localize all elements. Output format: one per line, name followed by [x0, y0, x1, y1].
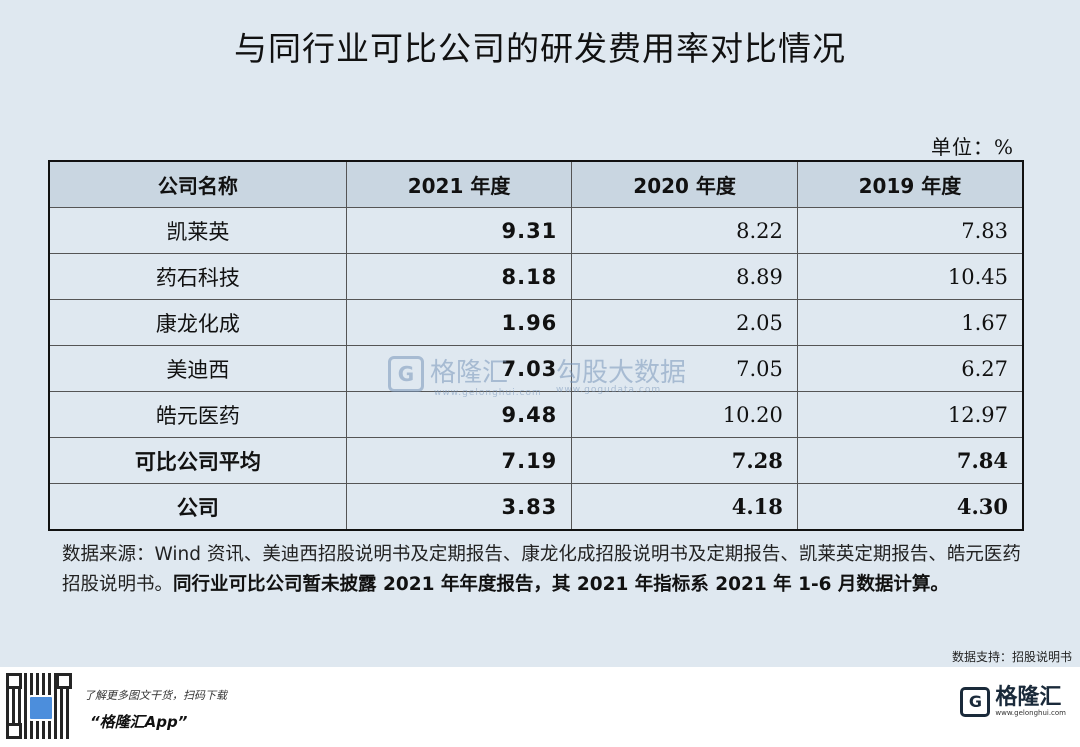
header-company: 公司名称	[48, 160, 347, 208]
brand-logo: G 格隆汇 www.gelonghui.com	[960, 687, 1066, 717]
value-2019: 7.83	[796, 207, 1024, 254]
gelonghui-logo-icon: G	[960, 687, 991, 717]
watermark: G 格隆汇 www.gelonghui.com 勾股大数据 www.gogudat…	[388, 352, 686, 398]
company-name: 药石科技	[48, 253, 347, 300]
company-name: 凯莱英	[48, 207, 347, 254]
value-2019: 12.97	[796, 391, 1024, 438]
company-name: 可比公司平均	[48, 437, 347, 484]
table-row: 药石科技 8.18 8.89 10.45	[48, 253, 1024, 300]
value-2021: 3.83	[345, 483, 573, 531]
value-2019: 1.67	[796, 299, 1024, 346]
value-2019: 4.30	[796, 483, 1024, 531]
promo-line-1: 了解更多图文干货，扫码下载	[84, 689, 227, 702]
value-2021: 7.03	[345, 345, 573, 392]
watermark-secondary: 勾股大数据 www.gogudata.com	[556, 352, 686, 395]
table-header-row: 公司名称 2021 年度 2020 年度 2019 年度	[48, 160, 1024, 208]
footer-banner: 了解更多图文干货，扫码下载 “格隆汇App” G 格隆汇 www.gelongh…	[0, 667, 1080, 747]
brand-url: www.gelonghui.com	[995, 709, 1066, 717]
company-name: 美迪西	[48, 345, 347, 392]
watermark-url: www.gelonghui.com	[434, 387, 542, 398]
value-2021: 7.19	[345, 437, 573, 484]
value-2020: 7.05	[571, 345, 798, 392]
value-2019: 10.45	[796, 253, 1024, 300]
source-note-text: 数据来源：Wind 资讯、美迪西招股说明书及定期报告、康龙化成招股说明书及定期报…	[62, 544, 1021, 595]
header-2021: 2021 年度	[345, 160, 573, 208]
company-name: 公司	[48, 483, 347, 531]
table-row: 凯莱英 9.31 8.22 7.83	[48, 207, 1024, 254]
page-title: 与同行业可比公司的研发费用率对比情况	[234, 29, 846, 68]
value-2019: 6.27	[796, 345, 1024, 392]
unit-label: 单位：%	[930, 135, 1014, 159]
value-2020: 7.28	[571, 437, 798, 484]
gelonghui-logo-icon: G	[388, 355, 424, 392]
brand-name: 格隆汇	[995, 685, 1062, 710]
company-name: 皓元医药	[48, 391, 347, 438]
header-2020: 2020 年度	[571, 160, 798, 208]
value-2020: 2.05	[571, 299, 798, 346]
watermark-url2: www.gogudata.com	[556, 385, 662, 395]
watermark-brand: 格隆汇	[430, 358, 509, 388]
table-row-average: 可比公司平均 7.19 7.28 7.84	[48, 437, 1024, 484]
promo-line-2: “格隆汇App”	[90, 713, 188, 731]
value-2020: 10.20	[571, 391, 798, 438]
value-2021: 9.48	[345, 391, 573, 438]
qr-code-icon[interactable]	[6, 673, 72, 739]
header-2019: 2019 年度	[796, 160, 1024, 208]
source-note: 数据来源：Wind 资讯、美迪西招股说明书及定期报告、康龙化成招股说明书及定期报…	[62, 540, 1022, 600]
table-row: 康龙化成 1.96 2.05 1.67	[48, 299, 1024, 346]
value-2021: 8.18	[345, 253, 573, 300]
rd-expense-table: 公司名称 2021 年度 2020 年度 2019 年度 凯莱英 9.31 8.…	[48, 160, 1024, 531]
value-2021: 9.31	[345, 207, 573, 254]
table-row-company: 公司 3.83 4.18 4.30	[48, 483, 1024, 531]
value-2020: 8.22	[571, 207, 798, 254]
value-2020: 4.18	[571, 483, 798, 531]
company-name: 康龙化成	[48, 299, 347, 346]
table-row: 皓元医药 9.48 10.20 12.97	[48, 391, 1024, 438]
value-2021: 1.96	[345, 299, 573, 346]
value-2020: 8.89	[571, 253, 798, 300]
value-2019: 7.84	[796, 437, 1024, 484]
watermark-brand2: 勾股大数据	[556, 358, 687, 388]
source-note-bold: 同行业可比公司暂未披露 2021 年年度报告，其 2021 年指标系 2021 …	[173, 574, 949, 595]
data-support-label: 数据支持：招股说明书	[951, 650, 1072, 664]
